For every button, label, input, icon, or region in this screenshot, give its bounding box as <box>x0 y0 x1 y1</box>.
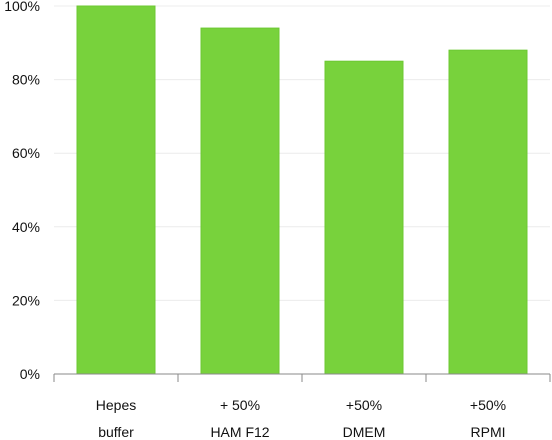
x-category-labels: Hepes buffer + 50% HAM F12 +50% DMEM +50% RPMI <box>96 397 506 440</box>
y-tick-label: 100% <box>4 0 40 14</box>
x-category-label: Hepes <box>96 397 136 413</box>
x-category-label: buffer <box>98 424 134 440</box>
bar <box>76 5 156 375</box>
y-tick-label: 80% <box>12 72 40 88</box>
y-tick-label: 60% <box>12 145 40 161</box>
y-tick-label: 0% <box>20 366 40 382</box>
bar <box>448 49 528 375</box>
bar <box>200 27 280 375</box>
x-ticks <box>53 374 551 382</box>
y-tick-label: 20% <box>12 292 40 308</box>
y-tick-label: 40% <box>12 219 40 235</box>
x-category-label: DMEM <box>343 424 386 440</box>
y-tick-labels: 0% 20% 40% 60% 80% 100% <box>4 0 40 382</box>
x-category-label: RPMI <box>471 424 506 440</box>
x-category-label: + 50% <box>220 397 260 413</box>
x-category-label: HAM F12 <box>210 424 269 440</box>
bars <box>76 5 528 375</box>
bar <box>324 60 404 375</box>
x-category-label: +50% <box>470 397 506 413</box>
x-category-label: +50% <box>346 397 382 413</box>
